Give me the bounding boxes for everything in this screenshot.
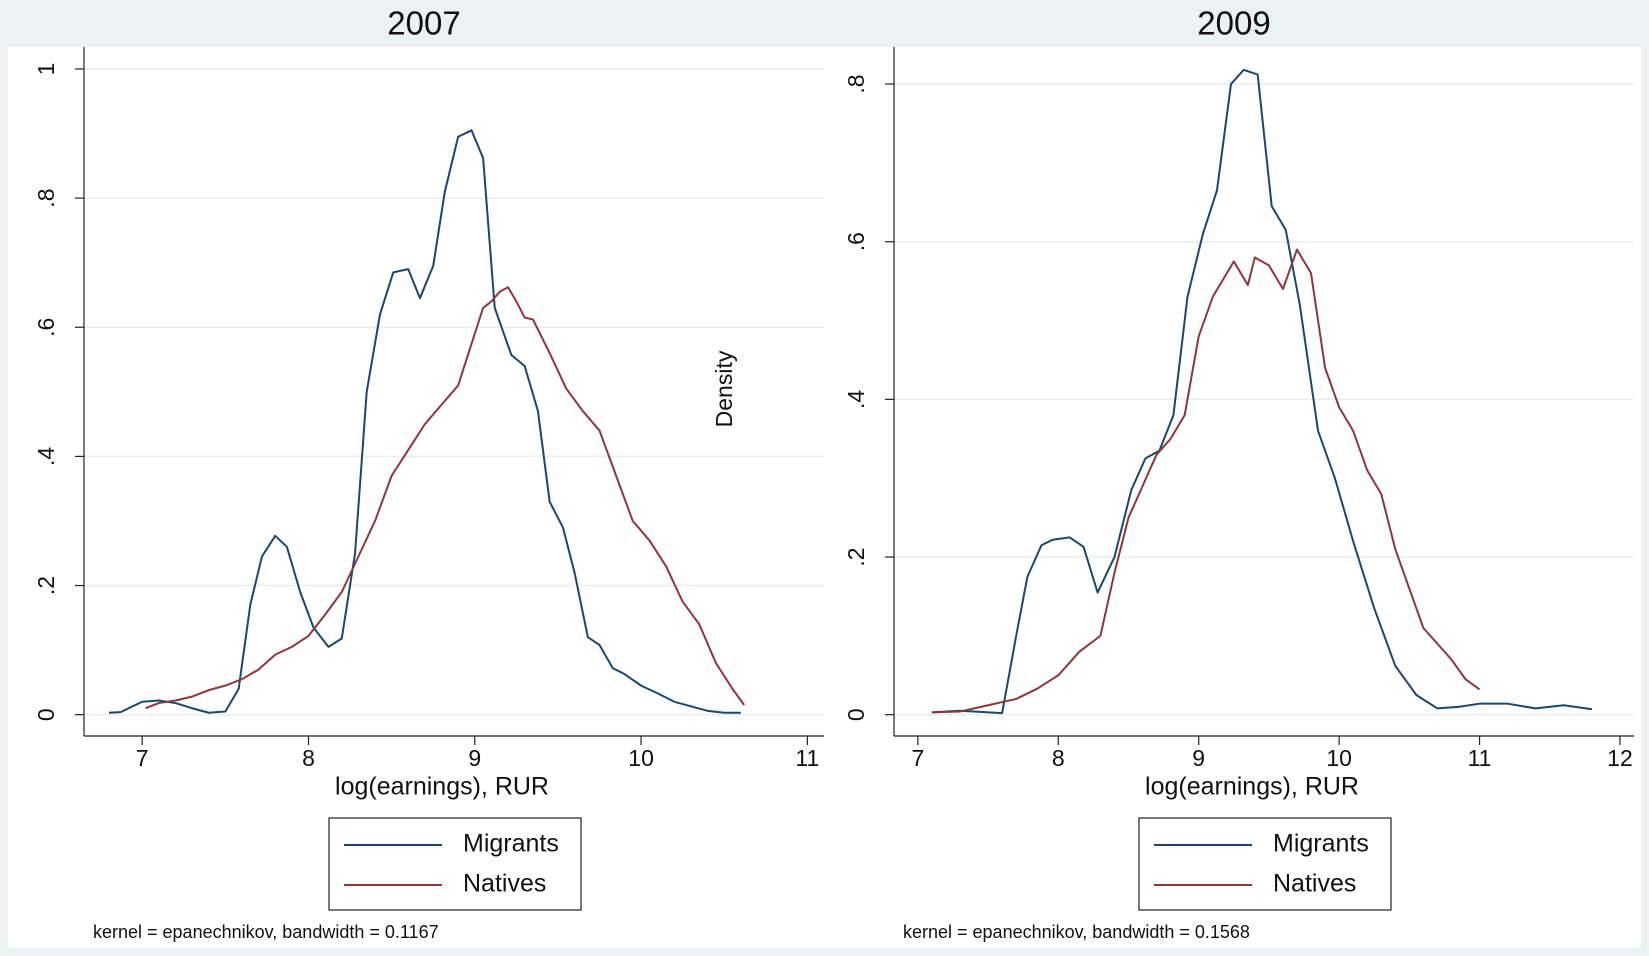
y-tick-label: 1 [33, 63, 59, 76]
legend-label: Migrants [1273, 830, 1369, 858]
x-axis-label: log(earnings), RUR [1145, 773, 1359, 801]
x-tick-label: 10 [628, 745, 654, 771]
x-tick-label: 9 [1192, 745, 1205, 771]
x-tick-label: 7 [136, 745, 149, 771]
note: kernel = epanechnikov, bandwidth = 0.116… [93, 922, 439, 942]
legend-label: Migrants [463, 830, 559, 858]
x-tick-label: 11 [1468, 745, 1492, 771]
legend-box [328, 817, 582, 911]
graph-region [8, 47, 1641, 948]
note: kernel = epanechnikov, bandwidth = 0.156… [903, 922, 1250, 942]
y-tick-label: .2 [843, 547, 869, 566]
y-tick-label: 0 [843, 708, 869, 721]
y-tick-label: .4 [843, 390, 869, 409]
y-axis-label: Density [711, 350, 737, 427]
y-tick-label: .6 [843, 232, 869, 251]
legend-box [1138, 817, 1392, 911]
chart-title: 2007 [387, 5, 460, 42]
x-tick-label: 8 [1052, 745, 1065, 771]
y-tick-label: 0 [33, 708, 59, 721]
legend-label: Natives [1273, 870, 1356, 898]
y-tick-label: .8 [843, 74, 869, 93]
legend-label: Natives [463, 870, 546, 898]
x-tick-label: 7 [911, 745, 924, 771]
density-line [145, 286, 745, 710]
x-axis-label: log(earnings), RUR [335, 773, 549, 801]
y-tick-label: .4 [33, 447, 59, 466]
x-tick-label: 9 [468, 745, 481, 771]
y-tick-label: .6 [33, 318, 59, 337]
y-tick-label: .2 [33, 576, 59, 595]
density-line [931, 248, 1481, 714]
density-line [931, 68, 1593, 715]
density-line [108, 129, 741, 714]
x-tick-label: 12 [1607, 745, 1633, 771]
y-tick-label: .8 [33, 189, 59, 208]
x-tick-label: 11 [795, 745, 819, 771]
x-tick-label: 8 [302, 745, 315, 771]
chart-title: 2009 [1197, 5, 1270, 42]
x-tick-label: 10 [1326, 745, 1352, 771]
